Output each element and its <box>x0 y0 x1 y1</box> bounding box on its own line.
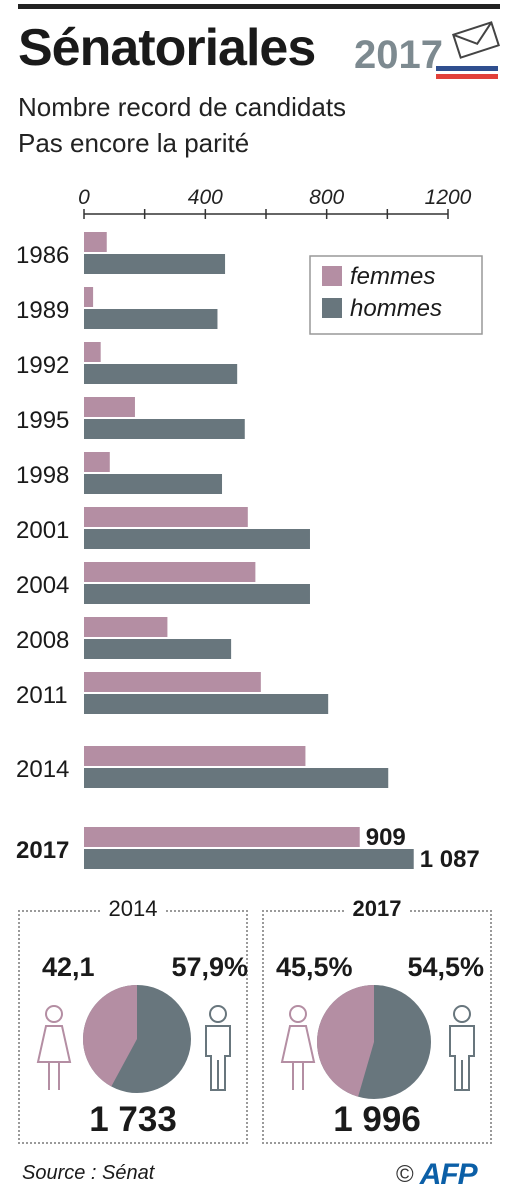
subtitle-line2: Pas encore la parité <box>18 128 250 158</box>
category-label: 2017 <box>16 837 69 864</box>
legend: femmes hommes <box>309 255 483 335</box>
source-note: Source : Sénat <box>22 1162 155 1184</box>
donut-panel-2014: 2014 42,1 57,9% 1 733 <box>18 896 248 1144</box>
category-label: 2008 <box>16 627 69 654</box>
x-tick-label: 1200 <box>425 186 472 209</box>
category-label: 2011 <box>16 682 68 709</box>
bar-hommes <box>84 309 218 329</box>
legend-label-femmes: femmes <box>350 263 435 290</box>
top-rule <box>18 4 500 9</box>
bar-femmes <box>84 746 306 766</box>
bar-hommes <box>84 364 238 384</box>
total-2017: 1 996 <box>333 1100 421 1139</box>
bar-femmes <box>84 672 261 692</box>
donut-panel-2017: 2017 45,5% 54,5% 1 996 <box>262 896 492 1144</box>
category-label: 2001 <box>16 517 69 544</box>
bar-femmes <box>84 562 256 582</box>
total-2014: 1 733 <box>89 1100 177 1139</box>
pie-slice-femmes <box>83 985 137 1087</box>
pie-slice-femmes <box>317 985 374 1097</box>
bar-hommes <box>84 419 245 439</box>
category-label: 1995 <box>16 407 69 434</box>
pie-2017 <box>317 985 431 1099</box>
woman-icon <box>36 1005 72 1090</box>
femmes-pct-2014: 42,1 <box>42 952 95 982</box>
bar-hommes <box>84 474 223 494</box>
bar-chart: 0 400 800 1200 1986 1989 1992 1995 1998 2001 2004 2… <box>16 186 483 873</box>
bar-hommes <box>84 639 232 659</box>
bar-femmes <box>84 232 107 252</box>
x-tick-label: 800 <box>309 186 344 209</box>
woman-icon <box>280 1005 316 1090</box>
man-icon <box>205 1005 231 1091</box>
badge-year: 2017 <box>354 33 443 77</box>
donut-year-2014: 2014 <box>100 896 166 922</box>
bar-hommes <box>84 254 226 274</box>
bar-femmes <box>84 452 110 472</box>
x-tick-label: 400 <box>188 186 223 209</box>
legend-swatch-hommes <box>322 298 342 318</box>
bar-hommes <box>84 584 310 604</box>
ballot-envelope-icon <box>452 21 500 59</box>
bar-femmes <box>84 397 135 417</box>
pie-2014 <box>83 985 191 1093</box>
tricolor-blue-stripe <box>436 66 498 71</box>
data-label-hommes-2017: 1 087 <box>420 846 480 873</box>
bar-hommes <box>84 529 310 549</box>
bar-hommes <box>84 849 414 869</box>
hommes-pct-2017: 54,5% <box>407 952 484 982</box>
bar-femmes <box>84 342 101 362</box>
bar-hommes <box>84 768 389 788</box>
data-label-femmes-2017: 909 <box>366 824 406 851</box>
page-title: Sénatoriales <box>18 19 316 77</box>
bar-femmes <box>84 287 94 307</box>
bar-femmes <box>84 827 360 847</box>
afp-wordmark: AFP <box>419 1158 478 1191</box>
legend-box <box>309 255 483 335</box>
man-icon <box>449 1005 475 1091</box>
afp-logo: © AFP <box>396 1158 478 1192</box>
category-label: 1992 <box>16 352 69 379</box>
subtitle-line1: Nombre record de candidats <box>18 92 347 122</box>
election-badge: 2017 <box>354 21 500 79</box>
category-label: 2004 <box>16 572 69 599</box>
copyright-symbol: © <box>396 1161 414 1188</box>
category-label: 2014 <box>16 756 69 783</box>
category-label: 1989 <box>16 297 69 324</box>
femmes-pct-2017: 45,5% <box>276 952 353 982</box>
bar-femmes <box>84 507 248 527</box>
bar-hommes <box>84 694 329 714</box>
legend-label-hommes: hommes <box>350 295 442 322</box>
category-label: 1986 <box>16 242 69 269</box>
hommes-pct-2014: 57,9% <box>171 952 248 982</box>
category-label: 1998 <box>16 462 69 489</box>
donut-year-2017: 2017 <box>344 896 410 922</box>
legend-swatch-femmes <box>322 266 342 286</box>
bar-femmes <box>84 617 168 637</box>
x-tick-label: 0 <box>78 186 90 209</box>
tricolor-red-stripe <box>436 74 498 79</box>
